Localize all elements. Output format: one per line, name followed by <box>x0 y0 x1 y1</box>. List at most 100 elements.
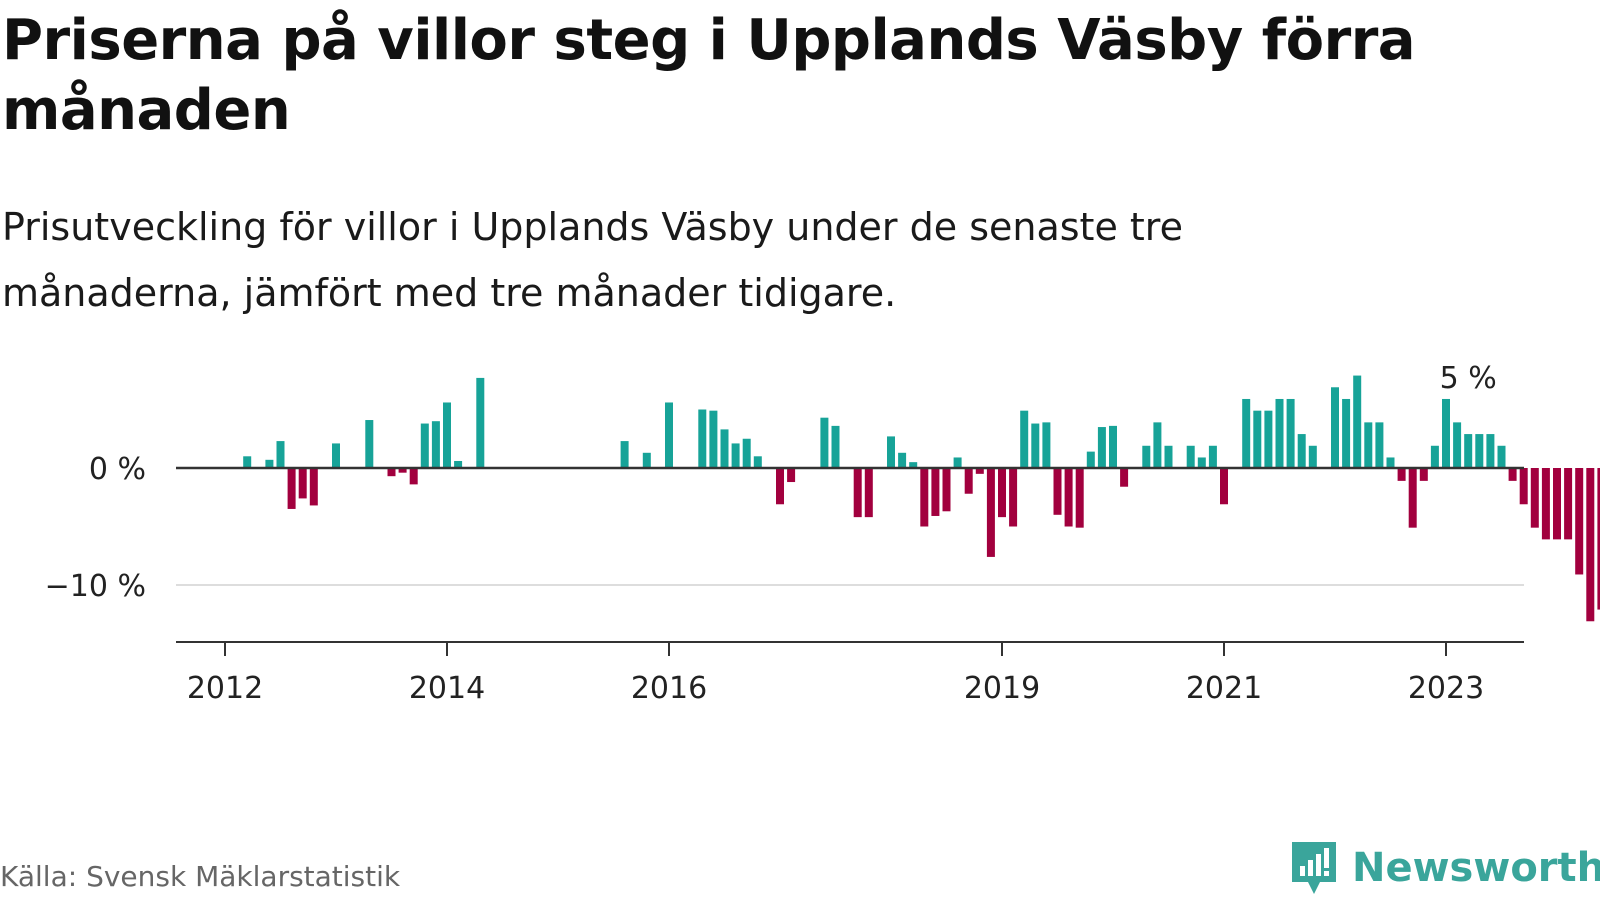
bar <box>1353 375 1362 468</box>
bar <box>753 456 762 468</box>
bar <box>1164 445 1173 468</box>
bar <box>998 468 1006 518</box>
bar <box>931 468 940 516</box>
bar <box>1075 468 1084 528</box>
bar <box>1220 468 1228 505</box>
bar <box>1475 434 1484 468</box>
bar <box>853 468 862 518</box>
bar <box>709 410 718 468</box>
bar <box>1564 468 1573 540</box>
source-text: Källa: Svensk Mäklarstatistik <box>0 860 401 893</box>
bar <box>276 441 285 468</box>
bar <box>298 468 307 499</box>
bar <box>1009 468 1018 527</box>
bar <box>398 468 407 473</box>
bar <box>665 402 673 468</box>
x-tick-label: 2014 <box>409 671 485 706</box>
bar <box>1197 457 1206 468</box>
bar <box>887 436 895 468</box>
bar <box>1408 468 1417 528</box>
bar <box>265 459 274 468</box>
bar <box>1430 445 1439 468</box>
bar <box>1541 468 1550 540</box>
bar <box>1064 468 1073 527</box>
bar <box>1142 445 1151 468</box>
bar <box>1575 468 1584 575</box>
bar <box>1486 434 1495 468</box>
bar <box>1397 468 1406 481</box>
bar <box>1597 468 1600 610</box>
bar <box>1109 425 1117 468</box>
bar <box>287 468 296 509</box>
bar <box>920 468 929 527</box>
chart-subtitle: Prisutveckling för villor i Upplands Väs… <box>2 205 1183 315</box>
logo-text: Newsworthy <box>1352 845 1600 891</box>
chart-title: Priserna på villor steg i Upplands Väsby… <box>2 8 1416 143</box>
bar <box>1275 398 1284 468</box>
bar <box>309 468 318 506</box>
bar <box>332 443 340 468</box>
x-tick-label: 2023 <box>1408 671 1484 706</box>
bar <box>1242 398 1251 468</box>
bar <box>1464 434 1473 468</box>
axes <box>176 466 1524 656</box>
bar <box>698 409 707 468</box>
bar <box>1208 445 1217 468</box>
bar <box>731 443 740 468</box>
bar <box>776 468 784 505</box>
bar <box>820 417 829 468</box>
bar <box>454 460 463 468</box>
bar <box>387 468 396 477</box>
bar <box>742 438 751 468</box>
bar <box>953 457 962 468</box>
bar <box>1020 410 1029 468</box>
bar <box>1530 468 1539 528</box>
bar <box>1186 445 1195 468</box>
bar <box>909 462 918 468</box>
bar <box>1286 398 1295 468</box>
bar <box>1586 468 1595 622</box>
bar-chart: 0 % −10 % 2012 2014 2016 2019 2021 2023 5 % <box>45 361 1600 706</box>
x-tick-label: 2012 <box>187 671 263 706</box>
y-tick-label: −10 % <box>45 569 146 604</box>
bar <box>964 468 973 494</box>
bar <box>431 421 440 468</box>
newsworthy-logo[interactable]: Newsworthy <box>1290 838 1600 898</box>
bar <box>1386 457 1395 468</box>
bar <box>1297 434 1306 468</box>
bar <box>1331 387 1339 468</box>
bar <box>975 468 984 474</box>
bar <box>642 452 651 468</box>
bar <box>1519 468 1528 505</box>
bar <box>443 402 451 468</box>
bar <box>1031 423 1040 468</box>
x-tick-label: 2021 <box>1186 671 1262 706</box>
bar <box>476 377 485 468</box>
x-tick-label: 2016 <box>631 671 707 706</box>
bar <box>1086 451 1095 468</box>
bar <box>942 468 951 512</box>
bar <box>864 468 873 518</box>
bar <box>1442 398 1450 468</box>
bar <box>787 468 796 483</box>
bar <box>243 456 252 468</box>
bar <box>1364 422 1373 468</box>
bar <box>1342 398 1351 468</box>
bar <box>1042 422 1051 468</box>
bar <box>1053 468 1062 515</box>
bar <box>1553 468 1561 540</box>
newsworthy-logo-icon <box>1292 842 1336 894</box>
bar <box>420 423 429 468</box>
bar <box>1264 410 1273 468</box>
bar <box>1375 422 1384 468</box>
bar <box>1120 468 1129 487</box>
bar <box>1308 445 1317 468</box>
last-value-label: 5 % <box>1440 361 1497 396</box>
bar <box>1453 422 1462 468</box>
bars <box>243 375 1600 622</box>
bar <box>1419 468 1428 481</box>
bar <box>409 468 418 485</box>
bar <box>365 420 374 468</box>
bar <box>1497 445 1506 468</box>
bar <box>898 452 907 468</box>
